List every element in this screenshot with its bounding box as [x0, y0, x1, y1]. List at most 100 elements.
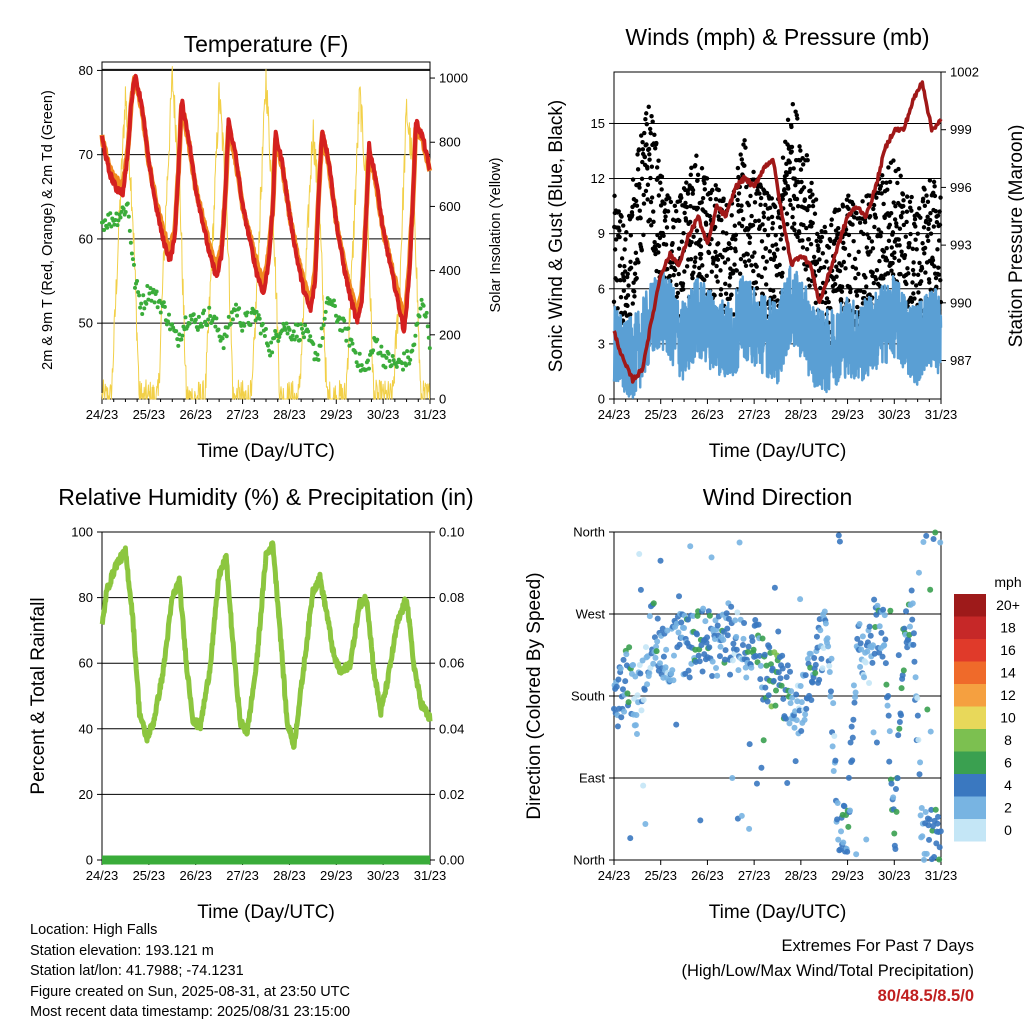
point-wind-direction	[874, 602, 881, 609]
point-wind-direction	[714, 622, 721, 629]
point-dewpoint	[170, 322, 175, 327]
point-gust	[628, 259, 633, 264]
point-gust	[758, 202, 763, 208]
point-gust	[683, 200, 688, 206]
point-gust	[692, 264, 697, 269]
point-wind-direction	[853, 851, 860, 858]
point-gust	[860, 199, 865, 204]
point-gust	[634, 203, 640, 208]
series-solar-insolation	[101, 66, 430, 400]
point-gust	[787, 160, 792, 165]
point-wind-direction	[934, 820, 941, 827]
point-gust	[802, 197, 808, 202]
point-wind-direction	[787, 668, 794, 675]
point-gust	[870, 246, 876, 251]
point-dewpoint	[135, 279, 140, 284]
point-gust	[826, 245, 832, 250]
point-gust	[852, 256, 858, 262]
point-wind-direction	[681, 624, 688, 631]
y-axis-label: Direction (Colored By Speed)	[524, 572, 545, 819]
point-wind-direction	[878, 629, 885, 636]
point-gust	[671, 272, 676, 278]
point-wind-direction	[636, 551, 643, 558]
point-gust	[853, 266, 859, 271]
point-gust	[790, 102, 796, 107]
point-dewpoint	[413, 333, 418, 338]
point-dewpoint	[342, 318, 347, 323]
point-dewpoint	[363, 367, 368, 372]
legend-label: 0	[1004, 822, 1012, 838]
point-gust	[839, 284, 845, 289]
point-gust	[896, 166, 901, 172]
point-gust	[649, 223, 654, 228]
point-gust	[927, 178, 933, 183]
point-wind-direction	[922, 808, 929, 815]
point-wind-direction	[793, 691, 800, 698]
point-wind-direction	[886, 758, 893, 765]
extremes-subtitle: (High/Low/Max Wind/Total Precipitation)	[681, 962, 974, 980]
y2-tick-label: 1002	[950, 65, 979, 80]
point-gust	[638, 215, 643, 221]
point-wind-direction	[793, 717, 800, 724]
point-gust	[800, 245, 806, 250]
point-gust	[727, 296, 732, 301]
point-wind-direction	[617, 665, 624, 672]
point-gust	[674, 209, 679, 214]
point-gust	[926, 277, 932, 282]
extremes-box: Extremes For Past 7 Days (High/Low/Max W…	[681, 934, 974, 1009]
legend-title: mph	[994, 574, 1021, 590]
y-tick-label: East	[579, 771, 605, 786]
point-wind-direction	[614, 723, 621, 730]
point-gust	[794, 196, 800, 202]
x-tick-label: 28/23	[785, 868, 818, 883]
point-gust	[638, 133, 644, 138]
point-gust	[647, 152, 652, 157]
point-wind-direction	[696, 658, 703, 665]
point-wind-direction	[741, 619, 748, 626]
point-gust	[786, 186, 791, 191]
point-gust	[895, 180, 900, 186]
point-gust	[862, 219, 868, 225]
point-wind-direction	[775, 628, 782, 635]
point-dewpoint	[180, 333, 185, 338]
x-tick-label: 26/23	[691, 868, 724, 883]
point-wind-direction	[717, 643, 724, 650]
point-gust	[714, 254, 720, 259]
point-gust	[769, 196, 775, 201]
point-gust	[764, 259, 769, 264]
x-tick-label: 27/23	[226, 868, 259, 883]
point-wind-direction	[920, 856, 927, 863]
point-wind-direction	[866, 680, 873, 687]
point-gust	[928, 231, 934, 236]
point-wind-direction	[780, 695, 787, 702]
point-gust	[675, 290, 681, 296]
point-wind-direction	[650, 660, 657, 667]
point-gust	[652, 132, 657, 138]
point-gust	[636, 260, 641, 265]
point-gust	[907, 240, 912, 246]
point-wind-direction	[891, 830, 898, 837]
point-wind-direction	[841, 803, 848, 810]
point-gust	[688, 256, 694, 262]
point-dewpoint	[114, 211, 119, 216]
point-gust	[788, 166, 793, 172]
point-gust	[744, 184, 749, 190]
point-gust	[625, 293, 631, 298]
point-gust	[616, 209, 621, 214]
point-wind-direction	[703, 639, 710, 646]
point-gust	[754, 286, 760, 291]
point-gust	[926, 238, 931, 244]
point-wind-direction	[626, 644, 633, 651]
point-dewpoint	[220, 336, 225, 341]
y-axis-label: Percent & Total Rainfall	[28, 597, 49, 794]
point-wind-direction	[650, 600, 657, 607]
point-gust	[820, 251, 826, 256]
point-gust	[712, 293, 717, 298]
point-wind-direction	[743, 674, 750, 681]
point-gust	[712, 256, 717, 262]
point-wind-direction	[894, 775, 901, 782]
point-wind-direction	[642, 644, 649, 651]
series-relative-humidity	[99, 540, 433, 750]
point-gust	[784, 172, 789, 178]
y2-tick-label: 993	[950, 238, 972, 253]
